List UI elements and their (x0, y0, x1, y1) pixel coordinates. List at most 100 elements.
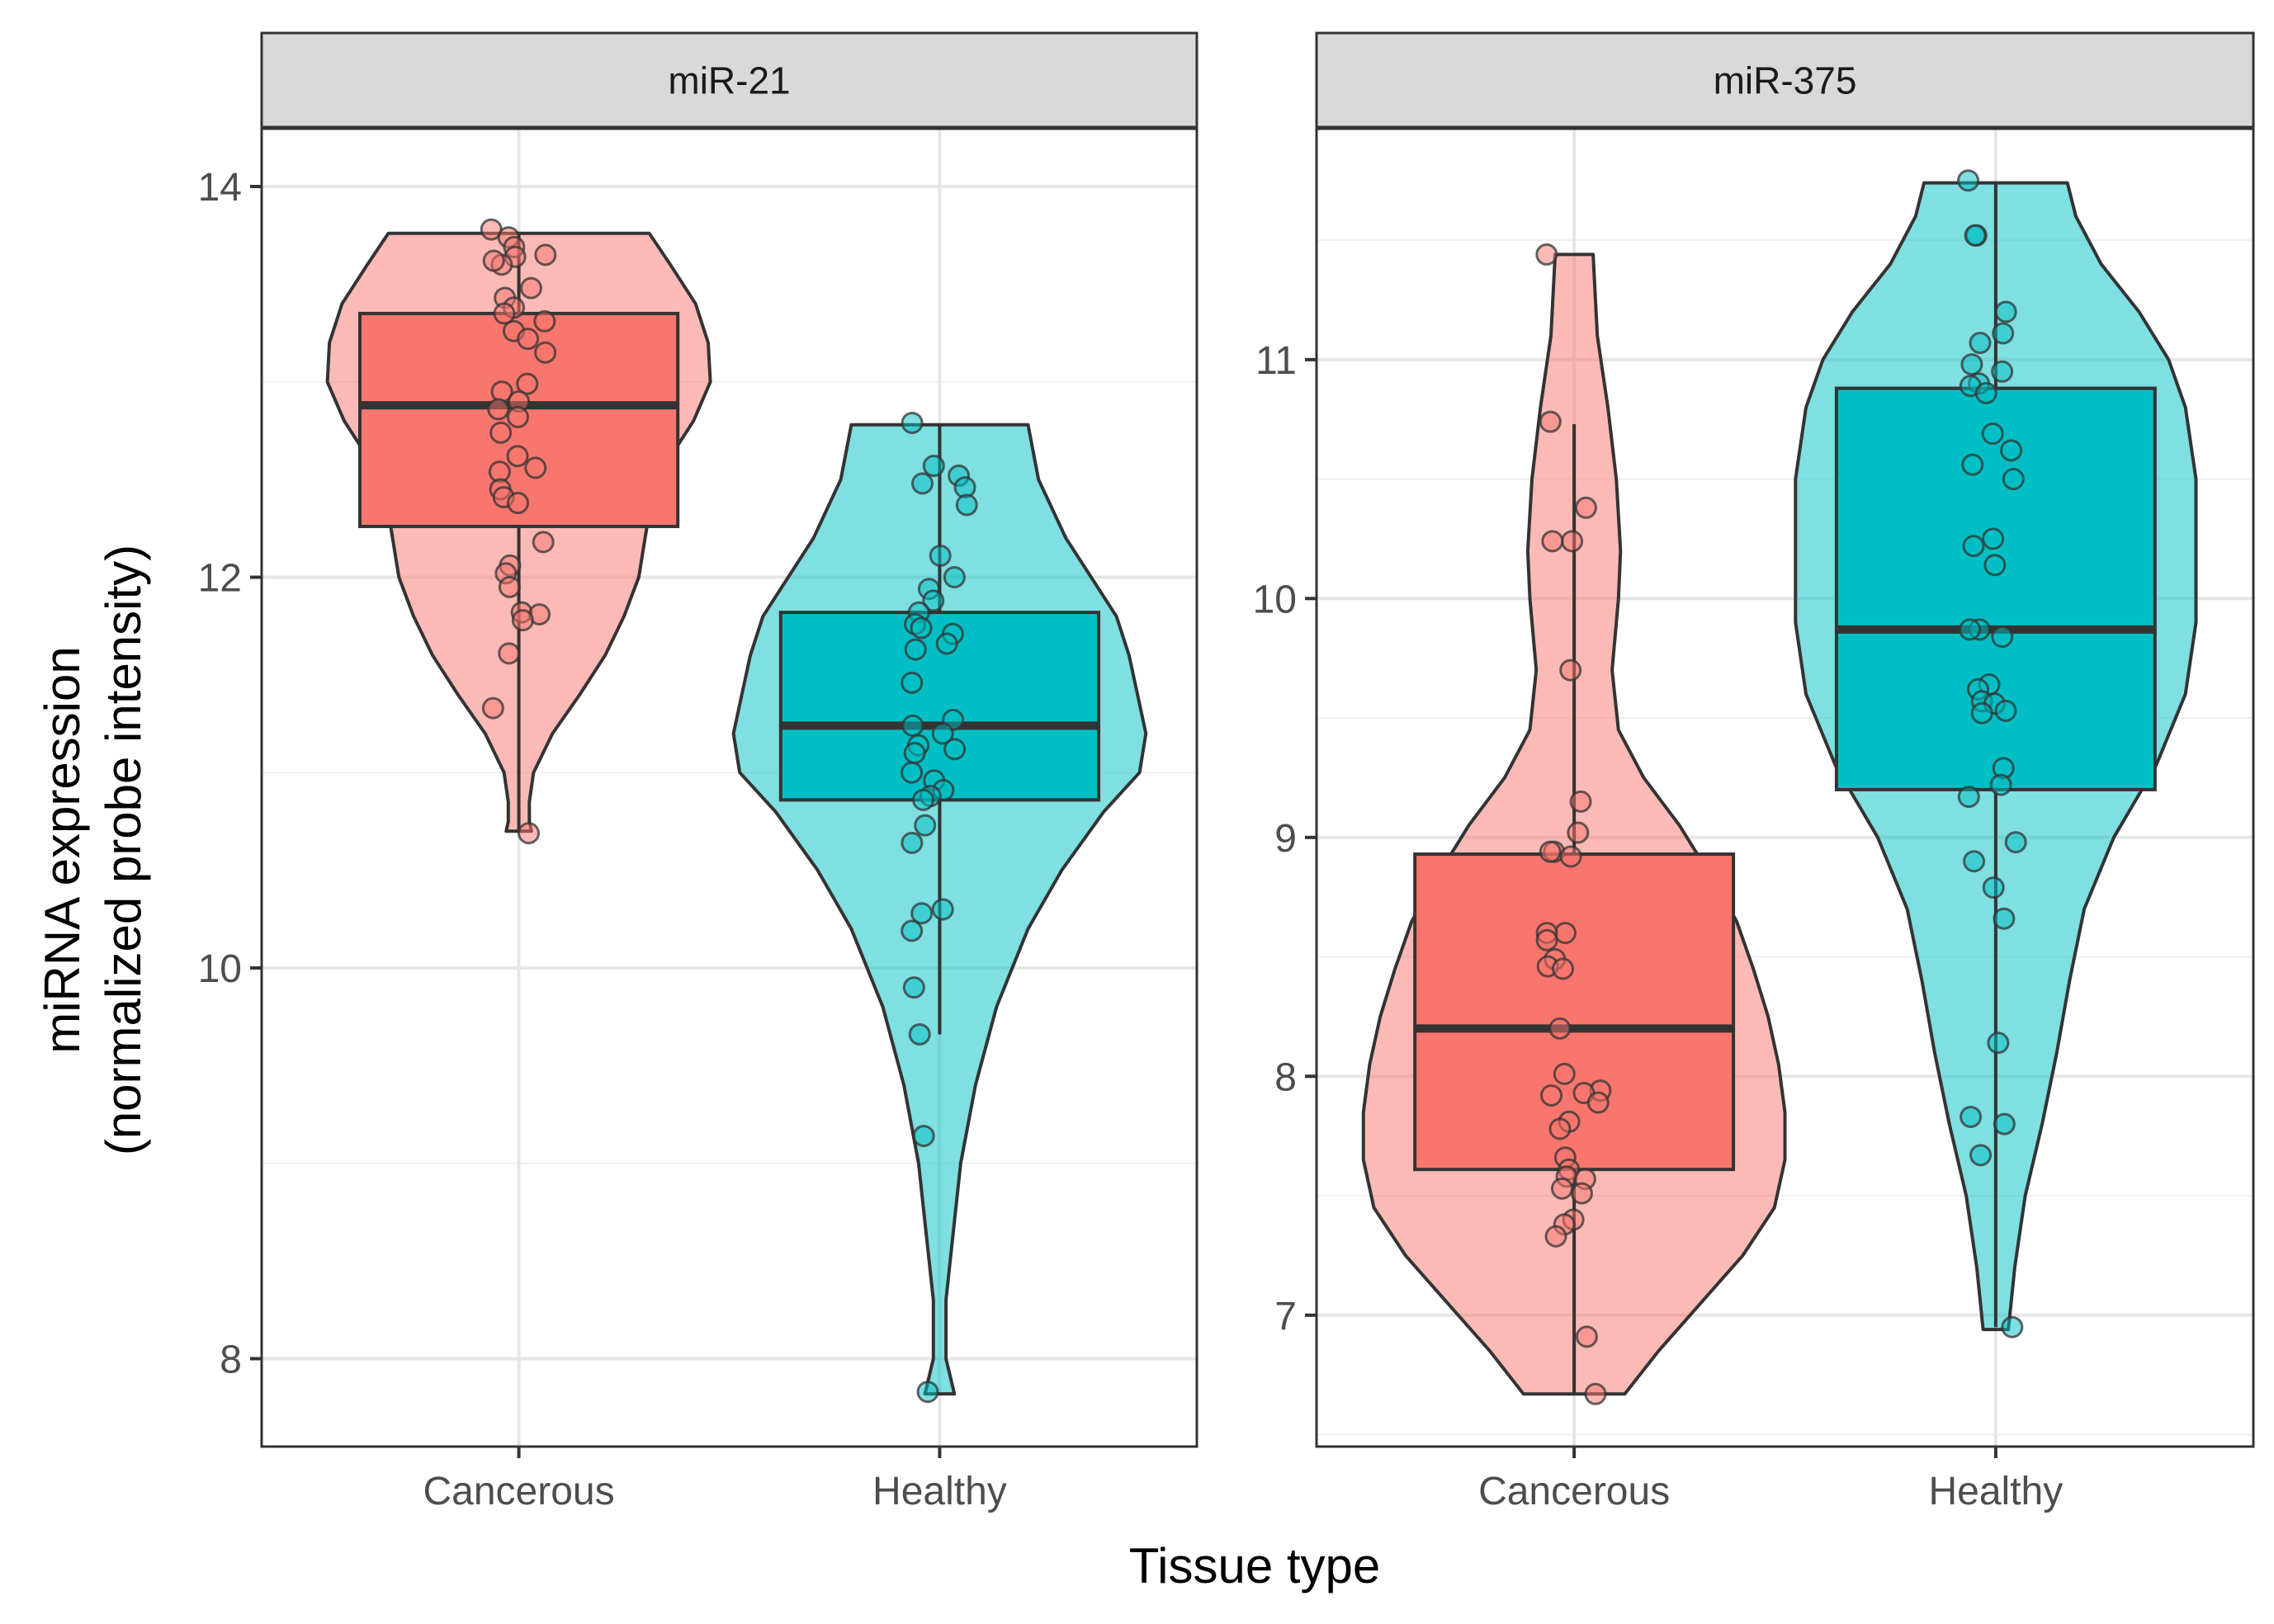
data-point (929, 544, 952, 567)
data-point (922, 589, 945, 612)
data-point (1550, 1177, 1573, 1200)
data-point (1569, 790, 1592, 813)
panels: Cancerous Healthy 8 10 12 14 miR-21 Cancerous He… (198, 31, 2255, 1513)
y-tick-label: 12 (198, 557, 242, 601)
data-point (1993, 907, 2016, 930)
box (1834, 386, 2157, 791)
data-point (943, 738, 967, 761)
data-point (903, 742, 926, 765)
data-point (489, 421, 513, 444)
group-cancerous (325, 218, 712, 845)
data-point (1963, 850, 1986, 873)
data-point (1586, 1091, 1610, 1114)
data-point (901, 671, 924, 694)
data-point (498, 642, 521, 665)
data-point (1981, 423, 2004, 446)
data-point (912, 1125, 935, 1148)
data-point (1553, 922, 1577, 945)
data-point (1994, 699, 2017, 722)
data-point (1970, 701, 1993, 725)
data-point (931, 722, 954, 745)
data-point (1551, 957, 1574, 980)
data-point (1548, 1117, 1572, 1140)
data-point (534, 341, 557, 364)
data-point (482, 249, 505, 272)
data-point (1991, 360, 2014, 383)
data-point (2004, 831, 2027, 854)
data-point (901, 411, 924, 434)
strip-background (260, 31, 1198, 130)
x-tick-label: Cancerous (1478, 1470, 1670, 1513)
data-point (507, 492, 530, 515)
data-point (2001, 1315, 2024, 1338)
data-point (1535, 928, 1558, 951)
data-point (1958, 618, 1981, 641)
y-tick-label: 14 (198, 166, 242, 210)
data-point (1540, 1083, 1563, 1107)
strip-label: miR-375 (1714, 59, 1857, 102)
data-point (912, 788, 935, 811)
data-point (1991, 626, 2014, 649)
data-point (911, 472, 934, 495)
data-point (1982, 876, 2005, 899)
data-point (1992, 322, 2015, 345)
data-point (922, 455, 945, 478)
data-point (916, 1381, 939, 1404)
y-axis-title-line2: (normalized probe intensity) (96, 545, 151, 1155)
data-point (1983, 554, 2007, 577)
data-point (901, 831, 924, 854)
panel-mir-375: Cancerous Healthy 7 8 9 10 11 miR-375 (1253, 31, 2255, 1513)
panel-mir-21: Cancerous Healthy 8 10 12 14 miR-21 (198, 31, 1198, 1513)
data-point (1989, 773, 2012, 796)
data-point (1969, 332, 1992, 355)
data-point (908, 1022, 931, 1046)
y-tick-label: 10 (1253, 578, 1297, 621)
data-point (901, 714, 924, 737)
data-point (904, 638, 927, 661)
data-point (533, 309, 556, 333)
data-point (511, 609, 534, 632)
data-point (1584, 1382, 1607, 1405)
data-point (519, 276, 542, 300)
y-tick-label: 8 (220, 1338, 242, 1381)
data-point (518, 822, 541, 845)
y-tick-label: 10 (198, 947, 242, 991)
y-tick-label: 11 (1255, 339, 1297, 383)
data-point (1982, 527, 2005, 550)
data-point (1570, 1182, 1593, 1205)
data-point (493, 302, 516, 325)
data-point (532, 531, 555, 554)
data-point (1559, 845, 1582, 868)
data-point (910, 616, 933, 640)
y-tick-label: 9 (1274, 817, 1297, 861)
y-axis-title-line1: miRNA expression (35, 646, 90, 1054)
data-point (1541, 530, 1564, 553)
y-tick-label: 7 (1274, 1295, 1297, 1338)
data-point (1964, 224, 1987, 247)
data-point (1544, 1225, 1567, 1248)
x-tick-label: Healthy (1929, 1470, 2064, 1513)
data-point (1553, 1062, 1576, 1085)
data-point (1575, 1325, 1598, 1348)
x-axis-title: Tissue type (1129, 1538, 1381, 1593)
data-point (1962, 535, 1985, 558)
data-point (931, 898, 954, 921)
data-point (517, 328, 540, 351)
data-point (1548, 1017, 1572, 1040)
x-tick-label: Cancerous (423, 1470, 615, 1513)
data-point (2000, 439, 2023, 462)
x-tick-label: Healthy (872, 1470, 1007, 1513)
data-point (524, 456, 547, 479)
group-healthy (1794, 169, 2198, 1338)
data-point (1994, 300, 2017, 323)
data-point (506, 445, 529, 468)
data-point (1960, 353, 1983, 376)
data-point (516, 372, 539, 395)
data-point (1535, 243, 1558, 266)
strip-background (1315, 31, 2255, 130)
y-tick-label: 8 (1274, 1055, 1297, 1099)
data-point (1960, 1106, 1983, 1128)
data-point (914, 814, 937, 837)
data-point (498, 575, 521, 598)
